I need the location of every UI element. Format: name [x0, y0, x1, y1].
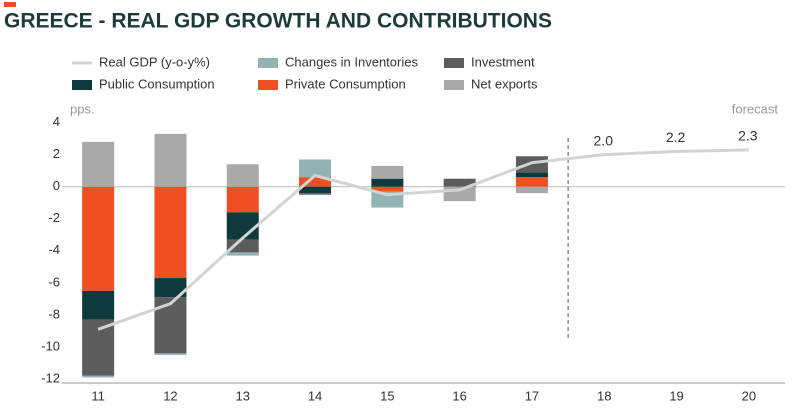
x-tick-label: 17	[525, 388, 539, 403]
legend-swatch	[258, 80, 278, 90]
bar-segment	[371, 165, 404, 179]
x-tick-label: 19	[669, 388, 683, 403]
bar-segment	[226, 252, 259, 256]
legend-label: Investment	[471, 54, 535, 69]
bar-segment	[226, 212, 259, 240]
x-tick-label: 15	[380, 388, 394, 403]
title-accent	[4, 2, 16, 7]
y-tick-label: -4	[48, 242, 60, 257]
bar-segment	[154, 353, 187, 355]
data-label: 2.3	[738, 128, 758, 144]
bar-segment	[82, 141, 115, 187]
y-tick-label: -12	[41, 370, 60, 385]
y-tick-label: 2	[53, 146, 60, 161]
data-label: 2.0	[594, 132, 614, 148]
legend-swatch	[258, 58, 278, 68]
x-tick-label: 11	[91, 388, 105, 403]
x-tick-label: 16	[452, 388, 466, 403]
bar-segment	[154, 278, 187, 298]
legend-label: Private Consumption	[285, 76, 406, 91]
bar-segment	[371, 186, 404, 192]
bar-segment	[154, 297, 187, 354]
bar-segment	[299, 159, 332, 178]
data-label: 2.2	[666, 129, 686, 145]
legend-label: Net exports	[471, 76, 538, 91]
bar-segment	[226, 239, 259, 253]
x-tick-label: 13	[236, 388, 250, 403]
y-tick-label: 4	[53, 114, 60, 129]
gdp-line	[97, 148, 749, 331]
legend-label: Public Consumption	[99, 76, 215, 91]
bar-segment	[371, 178, 404, 187]
x-tick-label: 12	[163, 388, 177, 403]
bar-segment	[515, 177, 548, 187]
bar-segment	[226, 164, 259, 187]
x-tick-label: 18	[597, 388, 611, 403]
legend-swatch	[444, 58, 464, 68]
y-tick-label: -2	[48, 210, 60, 225]
bar-segment	[82, 290, 115, 320]
bar-segment	[299, 186, 332, 194]
legend-swatch	[72, 80, 92, 90]
bar-segment	[154, 186, 187, 279]
bar-segment	[515, 186, 548, 194]
x-tick-label: 14	[308, 388, 322, 403]
legend-label: Changes in Inventories	[285, 54, 418, 69]
bar-segment	[82, 186, 115, 291]
forecast-label: forecast	[732, 101, 779, 116]
y-axis-label: pps.	[70, 101, 95, 116]
bar-segment	[226, 186, 259, 213]
chart-title: GREECE - REAL GDP GROWTH AND CONTRIBUTIO…	[4, 10, 552, 33]
legend-swatch	[444, 80, 464, 90]
y-tick-label: -6	[48, 274, 60, 289]
bar-segment	[515, 172, 548, 178]
y-tick-label: -10	[41, 338, 60, 353]
bar-segment	[299, 193, 332, 195]
bar-segment	[154, 133, 187, 187]
bar-segment	[443, 178, 476, 187]
y-tick-label: 0	[53, 178, 60, 193]
bar-segment	[82, 375, 115, 378]
bar-segment	[299, 177, 332, 187]
legend-label: Real GDP (y-o-y%)	[99, 54, 210, 69]
x-tick-label: 20	[742, 388, 756, 403]
y-tick-label: -8	[48, 306, 60, 321]
